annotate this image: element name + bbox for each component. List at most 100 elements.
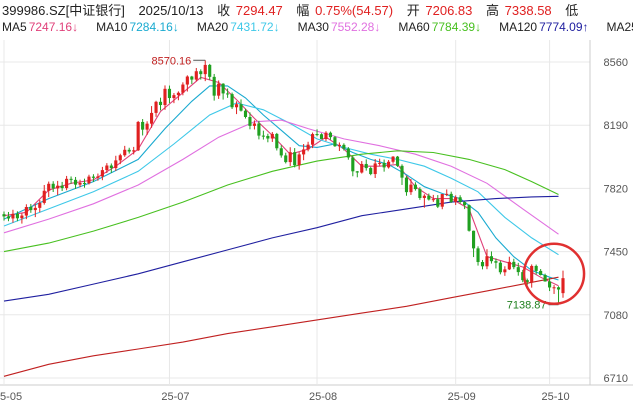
ma-legend-item-ma30: MA30 7552.28↓ (298, 20, 389, 34)
candle-body (355, 171, 359, 173)
candle-body (476, 248, 480, 263)
candle-body (105, 165, 109, 171)
candle-body (364, 163, 368, 169)
close-value: 7294.47 (235, 3, 283, 18)
ma-legend-item-ma60: MA60 7784.39↓ (398, 20, 489, 34)
candle-body (167, 88, 172, 99)
x-tick-label: 25-10 (542, 391, 570, 403)
candle-body (471, 230, 476, 249)
ma-legend-label: MA20 (196, 20, 229, 34)
candle-body (360, 163, 364, 173)
candle-body (132, 150, 136, 152)
quote-summary: 399986.SZ[中证银行] 2025/10/13 收 7294.47 幅 0… (2, 0, 580, 19)
high-label: 高 (486, 3, 500, 18)
candle-body (315, 134, 319, 136)
y-tick-label: 6710 (604, 373, 628, 385)
candle-body (293, 152, 297, 166)
candle-body (395, 156, 400, 166)
quote-date: 2025/10/13 (138, 3, 204, 18)
candle-body (297, 154, 301, 166)
candle-body (516, 267, 520, 273)
y-tick-label: 7450 (604, 247, 628, 259)
candle-body (400, 165, 404, 178)
ma-legend-item-ma5: MA5 7247.16↓ (2, 20, 86, 34)
candle-body (6, 216, 11, 219)
x-tick-label: 25-09 (448, 391, 476, 403)
candle-body (302, 149, 306, 155)
ma-legend-value: 7774.09↑ (539, 20, 589, 34)
candle-body (221, 83, 225, 94)
candle-body (29, 207, 33, 211)
ma-line-ma250 (3, 276, 559, 377)
quote-header: 399986.SZ[中证银行] 2025/10/13 收 7294.47 幅 0… (0, 0, 633, 40)
candle-body (127, 149, 131, 152)
candle-body (284, 155, 288, 163)
candle-body (252, 123, 256, 126)
candle-body (431, 199, 435, 201)
candle-body (208, 64, 212, 77)
candle-body (82, 182, 87, 184)
candle-body (413, 184, 417, 190)
candle-body (185, 76, 189, 85)
ma-legend-value: 7552.28↓ (330, 20, 381, 34)
candle-body (270, 133, 274, 139)
candle-body (306, 144, 310, 150)
candle-body (539, 270, 543, 276)
candle-body (521, 272, 525, 281)
candle-body (543, 275, 547, 282)
candle-body (463, 202, 467, 206)
candle-body (217, 83, 221, 96)
candle-body (449, 193, 453, 202)
candle-body (69, 178, 73, 180)
candle-body (60, 185, 64, 189)
candle-body (373, 163, 377, 175)
candle-body (15, 213, 19, 219)
candle-body (172, 95, 176, 99)
candle-body (234, 104, 239, 108)
candle-body (445, 193, 449, 195)
candle-body (136, 121, 140, 151)
candle-body (351, 157, 355, 172)
ma-line-ma30 (3, 119, 559, 235)
x-tick-label: 25-05 (0, 391, 22, 403)
candle-body (328, 132, 333, 138)
y-tick-label: 7080 (604, 310, 628, 322)
candle-body (548, 281, 552, 288)
change-label: 幅 (296, 3, 310, 18)
candle-body (194, 71, 198, 80)
candle-body (489, 256, 494, 262)
candle-body (494, 261, 498, 263)
ma-legend-label: MA10 (96, 20, 128, 34)
ma-legend: MA5 7247.16↓ MA10 7284.16↓ MA20 7431.72↓ MA30 7… (2, 20, 633, 34)
ma-legend-item-ma10: MA10 7284.16↓ (96, 20, 187, 34)
candle-body (346, 148, 350, 158)
close-label: 收 (217, 3, 231, 18)
candle-body (78, 182, 82, 185)
candle-body (226, 93, 230, 95)
candle-body (288, 152, 292, 163)
candle-body (342, 144, 346, 149)
ma-line-ma10 (3, 85, 559, 281)
candle-body (91, 176, 96, 178)
candle-body (150, 112, 154, 124)
candle-body (248, 117, 252, 126)
candlestick-chart: 8560 8190 7820 7450 7080 6710 25-05 25-07 25-08 2… (0, 40, 633, 403)
candle-body (114, 160, 118, 169)
ma-legend-label: MA120 (499, 20, 538, 34)
candle-body (190, 76, 194, 80)
candle-body (275, 133, 279, 149)
highlight-circle (522, 242, 586, 306)
ma-legend-label: MA30 (297, 20, 329, 34)
candle-body (230, 94, 234, 108)
candle-body (561, 278, 565, 294)
candle-body (324, 132, 328, 140)
candle-body (534, 265, 538, 271)
candle-body (530, 265, 534, 283)
candle-body (507, 261, 511, 270)
candle-body (556, 287, 561, 290)
candle-body (33, 207, 37, 211)
change-value: 0.75%(54.57) (315, 3, 394, 18)
ma-line-ma120 (3, 195, 559, 302)
ma-line-ma60 (3, 150, 559, 253)
candle-body (458, 197, 462, 203)
